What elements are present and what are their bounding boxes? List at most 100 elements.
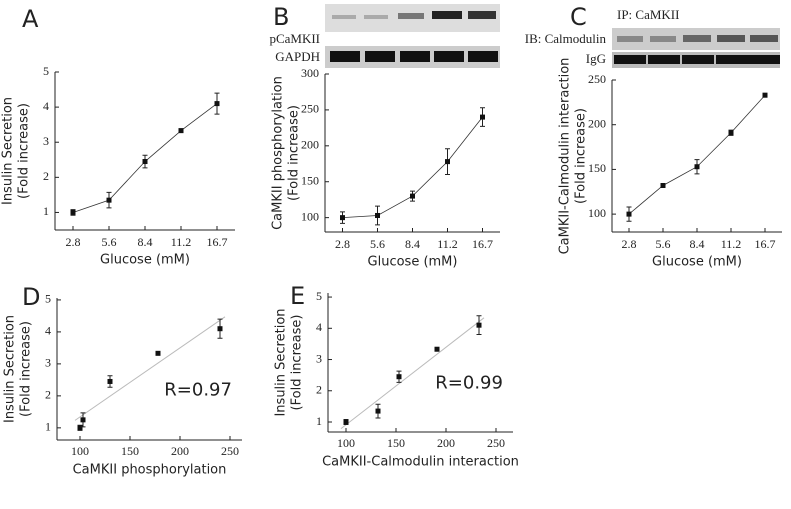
y-tick-label: 250: [301, 102, 319, 116]
y-tick-label: 3: [316, 351, 322, 365]
point: [480, 114, 485, 120]
y-tick-label: 150: [588, 161, 606, 175]
y-tick-label: 150: [301, 173, 319, 187]
x-tick-label: 200: [437, 436, 455, 450]
x-axis-label: CaMKII-Calmodulin interaction: [322, 455, 519, 470]
y-axis-label: Insulin Secretion: [1, 97, 16, 205]
y-tick-label: 300: [301, 66, 319, 80]
y-axis-label: (Fold increase): [17, 103, 32, 199]
blot-label: IgG: [586, 51, 606, 66]
y-tick-label: 200: [301, 138, 319, 152]
y-tick-label: 5: [43, 64, 49, 78]
x-tick-label: 5.6: [370, 237, 385, 251]
point: [626, 211, 632, 217]
blot-label: IB: Calmodulin: [525, 31, 607, 46]
y-axis-label: (Fold increase): [290, 315, 305, 411]
point: [107, 378, 113, 384]
trend-line: [340, 317, 485, 429]
x-axis-label: Glucose (mM): [100, 253, 190, 268]
y-tick-label: 100: [301, 209, 319, 223]
point: [214, 101, 220, 107]
y-axis-label: (Fold increase): [574, 108, 589, 204]
point: [142, 159, 148, 165]
x-tick-label: 11.2: [171, 235, 192, 249]
x-axis-label: Glucose (mM): [652, 255, 742, 270]
y-tick-label: 1: [43, 204, 49, 218]
point: [694, 164, 700, 170]
blot-label: GAPDH: [275, 49, 320, 64]
x-tick-label: 2.8: [335, 237, 350, 251]
y-tick-label: 1: [316, 414, 322, 428]
trend-line: [74, 316, 226, 421]
y-tick-label: 3: [43, 134, 49, 148]
point: [762, 92, 768, 98]
y-tick-label: 4: [316, 320, 322, 334]
x-tick-label: 200: [171, 444, 189, 458]
point: [375, 212, 380, 218]
x-tick-label: 100: [71, 444, 89, 458]
x-tick-label: 2.8: [66, 235, 81, 249]
point: [340, 215, 345, 221]
blot-b: [325, 4, 500, 68]
point: [106, 197, 112, 203]
y-axis-label: Insulin Secretion: [3, 315, 18, 423]
point: [80, 417, 86, 423]
panel-label: A: [22, 5, 39, 33]
y-tick-label: 250: [588, 72, 606, 86]
x-tick-label: 5.6: [102, 235, 117, 249]
y-tick-label: 2: [43, 169, 49, 183]
point: [728, 130, 734, 136]
y-tick-label: 200: [588, 116, 606, 130]
blot-c: [612, 28, 780, 68]
point: [445, 159, 450, 165]
x-tick-label: 150: [387, 436, 405, 450]
point: [70, 209, 76, 215]
point: [217, 326, 223, 332]
x-tick-label: 8.4: [138, 235, 153, 249]
line: [628, 94, 766, 215]
point: [476, 322, 482, 328]
y-tick-label: 2: [45, 388, 51, 402]
y-axis-label: CaMKII phosphorylation: [271, 76, 286, 230]
point: [375, 408, 381, 414]
panel-label: B: [273, 3, 289, 31]
y-tick-label: 5: [316, 289, 322, 303]
annotation: R=0.97: [164, 379, 232, 400]
x-axis-label: CaMKII phosphorylation: [73, 463, 227, 478]
x-tick-label: 5.6: [656, 237, 671, 251]
y-axis-label: CaMKII-Calmodulin interaction: [558, 58, 573, 255]
line: [342, 116, 483, 219]
y-tick-label: 1: [45, 420, 51, 434]
x-tick-label: 150: [121, 444, 139, 458]
point: [343, 419, 349, 425]
x-tick-label: 8.4: [690, 237, 705, 251]
x-tick-label: 8.4: [405, 237, 420, 251]
y-tick-label: 2: [316, 383, 322, 397]
x-tick-label: 250: [221, 444, 239, 458]
y-tick-label: 4: [43, 99, 49, 113]
x-tick-label: 16.7: [472, 237, 493, 251]
panel-label: D: [22, 283, 40, 311]
point: [410, 193, 415, 199]
x-tick-label: 100: [337, 436, 355, 450]
y-axis-label: Insulin Secretion: [274, 308, 289, 416]
y-tick-label: 100: [588, 206, 606, 220]
x-tick-label: 2.8: [622, 237, 637, 251]
blot-label: IP: CaMKII: [617, 7, 679, 22]
panel-label: E: [290, 282, 305, 310]
point: [660, 183, 666, 189]
y-tick-label: 4: [45, 324, 51, 338]
panel-label: C: [570, 3, 587, 31]
point: [396, 374, 402, 380]
x-tick-label: 16.7: [207, 235, 228, 249]
x-tick-label: 11.2: [721, 237, 742, 251]
point: [178, 128, 184, 134]
x-axis-label: Glucose (mM): [368, 255, 458, 270]
blot-label: pCaMKII: [269, 31, 320, 46]
y-axis-label: (Fold increase): [287, 105, 302, 201]
point: [77, 425, 83, 431]
y-tick-label: 3: [45, 356, 51, 370]
x-tick-label: 11.2: [437, 237, 458, 251]
point: [155, 350, 161, 356]
